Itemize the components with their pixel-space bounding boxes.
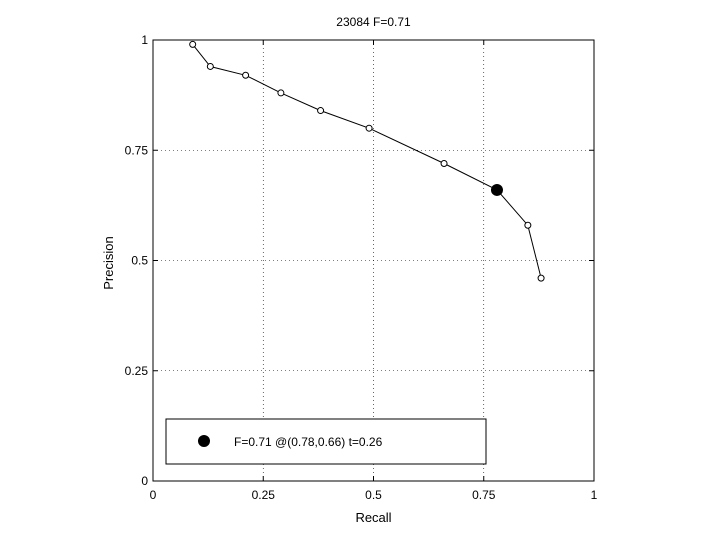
- y-axis-label: Precision: [101, 236, 116, 289]
- data-point: [440, 159, 448, 167]
- x-tick-label: 0.75: [472, 488, 496, 502]
- x-tick-label: 0.5: [365, 488, 382, 502]
- x-tick-label: 0.25: [252, 488, 276, 502]
- data-point: [206, 62, 214, 70]
- data-point: [277, 89, 285, 97]
- y-tick-label: 0.25: [125, 364, 149, 378]
- y-tick-label: 1: [141, 33, 148, 47]
- y-tick-label: 0.75: [125, 143, 149, 157]
- best-f-point: [490, 183, 503, 196]
- series-line: [192, 44, 542, 279]
- y-tick-label: 0.5: [131, 254, 148, 268]
- axis-ticks: 00 0.25 0.25 0.5 0.5 0.75 0.75 1 1: [125, 33, 598, 502]
- data-point: [537, 274, 545, 282]
- legend-text: F=0.71 @(0.78,0.66) t=0.26: [234, 435, 383, 449]
- data-point: [242, 71, 250, 79]
- data-point: [189, 40, 197, 48]
- series-layer: [189, 40, 545, 282]
- legend: F=0.71 @(0.78,0.66) t=0.26: [165, 418, 487, 465]
- legend-marker: [198, 435, 210, 447]
- chart-title: 23084 F=0.71: [336, 15, 411, 29]
- data-point: [365, 124, 373, 132]
- x-tick-label: 1: [591, 488, 598, 502]
- x-axis-label: Recall: [355, 510, 391, 525]
- data-point: [317, 107, 325, 115]
- y-tick-label: 0: [141, 474, 148, 488]
- grid-lines: [153, 40, 594, 481]
- data-point: [524, 221, 532, 229]
- legend-box: [165, 418, 487, 465]
- x-tick-label: 0: [150, 488, 157, 502]
